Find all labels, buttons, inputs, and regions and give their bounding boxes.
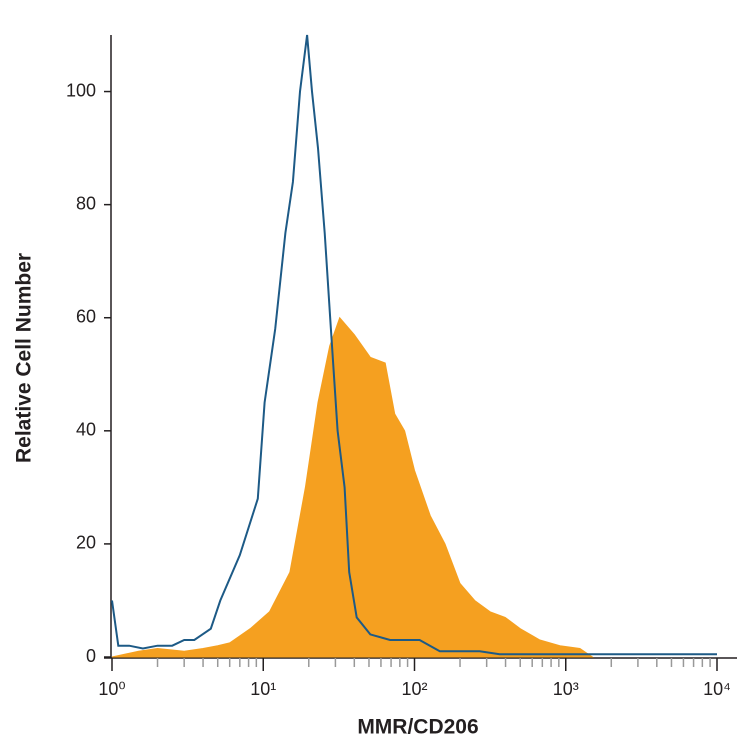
x-tick-label: 10² [401, 679, 427, 699]
x-tick-label: 10¹ [250, 679, 276, 699]
x-tick-label: 10³ [553, 679, 579, 699]
x-tick-label: 10⁰ [98, 679, 125, 699]
y-tick-label: 40 [76, 420, 96, 440]
y-axis-title: Relative Cell Number [13, 253, 36, 463]
x-axis-title: MMR/CD206 [357, 716, 478, 739]
histogram-area [111, 316, 595, 658]
x-tick-label: 10⁴ [703, 679, 731, 699]
y-tick-label: 0 [86, 646, 96, 666]
y-tick-label: 100 [66, 80, 96, 100]
histogram-outline [111, 34, 717, 656]
y-tick-label: 60 [76, 306, 96, 326]
y-tick-label: 80 [76, 193, 96, 213]
y-tick-label: 20 [76, 533, 96, 553]
